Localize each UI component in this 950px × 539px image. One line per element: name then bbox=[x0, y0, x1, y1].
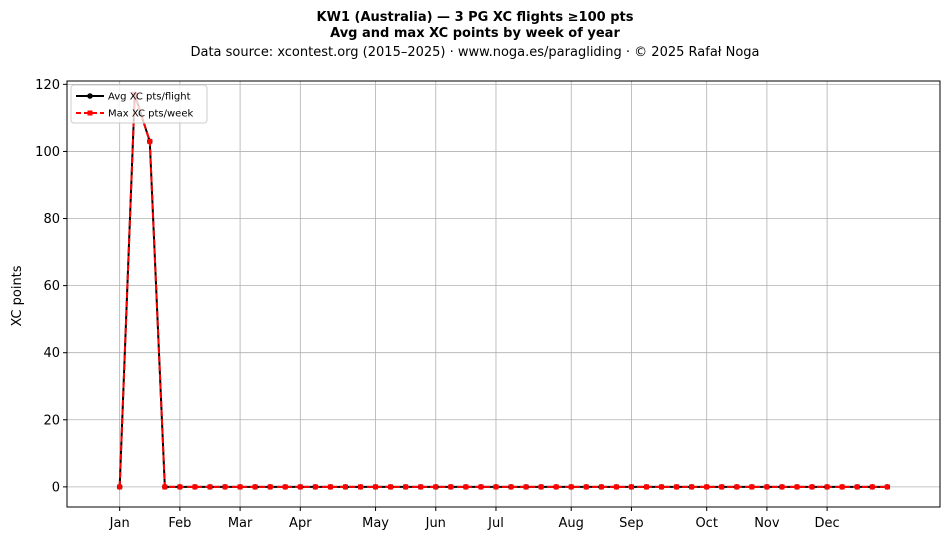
x-tick-label: Jul bbox=[487, 516, 504, 531]
x-tick-label: Oct bbox=[695, 516, 717, 531]
x-tick-label: Apr bbox=[289, 516, 312, 531]
max-data-point bbox=[659, 484, 665, 490]
x-tick-label: Mar bbox=[228, 516, 253, 531]
max-data-point bbox=[553, 484, 559, 490]
max-data-point bbox=[418, 484, 424, 490]
max-data-point bbox=[508, 484, 514, 490]
axes: 0 20 40 60 80 100 120 Jan Feb Mar Apr May Jun Jul Aug S… bbox=[35, 78, 840, 531]
max-data-point bbox=[689, 484, 695, 490]
x-tick-label: Aug bbox=[559, 516, 584, 531]
plot-frame bbox=[66, 80, 941, 508]
grid bbox=[67, 81, 940, 507]
max-data-point bbox=[237, 484, 243, 490]
max-data-point bbox=[719, 484, 725, 490]
max-data-point bbox=[764, 484, 770, 490]
y-tick-label: 80 bbox=[43, 212, 60, 227]
y-tick-label: 120 bbox=[35, 78, 60, 93]
series-line-max bbox=[118, 93, 888, 488]
max-data-point bbox=[117, 484, 123, 490]
legend-item-max: Max XC pts/week bbox=[76, 109, 193, 120]
legend-max-marker bbox=[87, 110, 93, 116]
chart-subtitle: Avg and max XC points by week of year bbox=[330, 26, 620, 41]
max-data-point bbox=[869, 484, 875, 490]
max-data-point bbox=[207, 484, 213, 490]
max-data-point bbox=[583, 484, 589, 490]
legend-max-label: Max XC pts/week bbox=[108, 109, 193, 120]
max-data-point bbox=[252, 484, 258, 490]
max-data-point bbox=[478, 484, 484, 490]
series-line-avg bbox=[118, 93, 888, 488]
legend-avg-label: Avg XC pts/flight bbox=[108, 92, 191, 103]
max-data-point bbox=[312, 484, 318, 490]
max-data-point bbox=[493, 484, 499, 490]
max-data-point bbox=[177, 484, 183, 490]
max-data-point bbox=[327, 484, 333, 490]
chart-source: Data source: xcontest.org (2015–2025) · … bbox=[190, 45, 759, 60]
max-data-point bbox=[388, 484, 394, 490]
max-data-point bbox=[568, 484, 574, 490]
legend-avg-marker bbox=[87, 93, 93, 99]
max-data-point bbox=[342, 484, 348, 490]
max-data-point bbox=[598, 484, 604, 490]
max-data-point bbox=[448, 484, 454, 490]
max-data-point bbox=[674, 484, 680, 490]
max-data-point bbox=[794, 484, 800, 490]
max-data-point bbox=[809, 484, 815, 490]
x-tick-label: Jun bbox=[425, 516, 446, 531]
legend: Avg XC pts/flight Max XC pts/week bbox=[70, 84, 208, 124]
x-tick-label: Jan bbox=[109, 516, 130, 531]
x-tick-label: Nov bbox=[754, 516, 780, 531]
max-data-point bbox=[282, 484, 288, 490]
max-data-point bbox=[854, 484, 860, 490]
x-tick-label: Feb bbox=[168, 516, 191, 531]
x-tick-label: May bbox=[362, 516, 389, 531]
max-data-point bbox=[297, 484, 303, 490]
max-data-point bbox=[222, 484, 228, 490]
x-tick-label: Sep bbox=[619, 516, 644, 531]
max-data-point bbox=[192, 484, 198, 490]
chart-title: KW1 (Australia) — 3 PG XC flights ≥100 p… bbox=[317, 10, 634, 25]
y-tick-label: 100 bbox=[35, 145, 60, 160]
y-tick-label: 20 bbox=[43, 413, 60, 428]
max-data-point bbox=[734, 484, 740, 490]
max-data-point bbox=[749, 484, 755, 490]
max-data-point bbox=[824, 484, 830, 490]
max-data-point bbox=[463, 484, 469, 490]
max-data-point bbox=[267, 484, 273, 490]
y-tick-label: 60 bbox=[43, 279, 60, 294]
max-data-point bbox=[433, 484, 439, 490]
max-data-point bbox=[839, 484, 845, 490]
max-data-point bbox=[704, 484, 710, 490]
legend-item-avg: Avg XC pts/flight bbox=[76, 92, 191, 103]
max-data-point bbox=[538, 484, 544, 490]
max-data-point bbox=[523, 484, 529, 490]
max-data-point bbox=[162, 484, 168, 490]
y-axis-label: XC points bbox=[10, 265, 25, 326]
max-data-point bbox=[628, 484, 634, 490]
y-tick-label: 40 bbox=[43, 346, 60, 361]
max-data-point bbox=[358, 484, 364, 490]
max-data-point bbox=[643, 484, 649, 490]
max-data-point bbox=[613, 484, 619, 490]
max-data-point bbox=[373, 484, 379, 490]
max-data-point bbox=[884, 484, 890, 490]
max-data-point bbox=[403, 484, 409, 490]
y-tick-label: 0 bbox=[52, 480, 60, 495]
max-data-point bbox=[147, 138, 153, 144]
legend-box bbox=[70, 84, 208, 124]
max-data-point bbox=[779, 484, 785, 490]
x-tick-label: Dec bbox=[815, 516, 840, 531]
